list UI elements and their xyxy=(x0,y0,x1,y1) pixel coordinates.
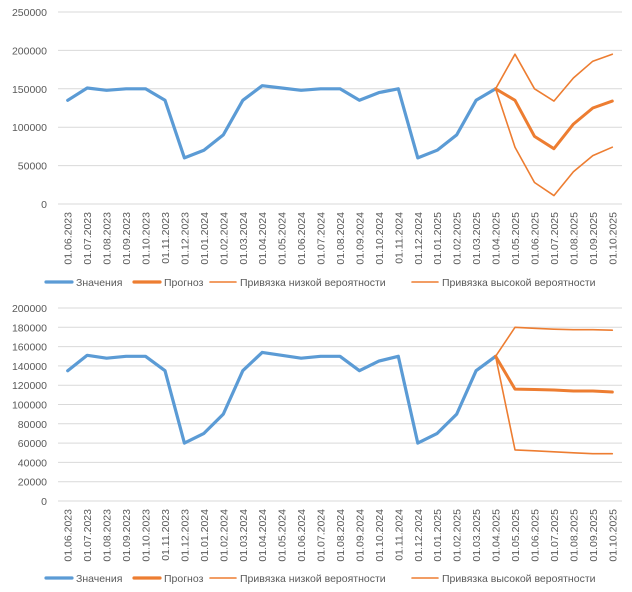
x-tick-label: 01.08.2025 xyxy=(568,212,580,265)
x-tick-label: 01.06.2023 xyxy=(63,212,75,265)
y-tick-label: 0 xyxy=(41,496,47,508)
x-tick-label: 01.04.2025 xyxy=(491,212,503,265)
y-tick-label: 180000 xyxy=(12,322,47,334)
x-tick-label: 01.09.2025 xyxy=(588,212,600,265)
legend-label: Значения xyxy=(76,573,122,585)
x-tick-label: 01.12.2023 xyxy=(179,212,191,265)
x-tick-label: 01.01.2025 xyxy=(432,212,444,265)
series-line-values xyxy=(68,86,496,158)
x-tick-label: 01.03.2025 xyxy=(471,509,483,562)
series-line-high xyxy=(496,327,613,356)
y-tick-label: 80000 xyxy=(18,419,47,431)
x-tick-label: 01.08.2024 xyxy=(335,509,347,562)
y-tick-label: 140000 xyxy=(12,361,47,373)
x-tick-label: 01.01.2024 xyxy=(199,509,211,562)
legend-label: Привязка высокой вероятности xyxy=(442,277,596,289)
x-tick-label: 01.06.2023 xyxy=(63,509,75,562)
y-tick-label: 60000 xyxy=(18,438,47,450)
x-tick-label: 01.09.2023 xyxy=(121,212,133,265)
x-tick-label: 01.04.2024 xyxy=(257,212,269,265)
legend-label: Прогноз xyxy=(164,277,204,289)
legend-label: Привязка низкой вероятности xyxy=(240,573,386,585)
x-tick-label: 01.03.2024 xyxy=(238,212,250,265)
x-tick-label: 01.07.2024 xyxy=(316,509,328,562)
x-tick-label: 01.06.2024 xyxy=(296,509,308,562)
x-tick-label: 01.02.2025 xyxy=(452,509,464,562)
x-tick-label: 01.07.2024 xyxy=(316,212,328,265)
x-tick-label: 01.03.2025 xyxy=(471,212,483,265)
x-tick-label: 01.08.2023 xyxy=(102,212,114,265)
x-tick-label: 01.06.2025 xyxy=(529,509,541,562)
legend-label: Прогноз xyxy=(164,573,204,585)
x-tick-label: 01.12.2024 xyxy=(413,212,425,265)
x-tick-label: 01.05.2024 xyxy=(277,509,289,562)
y-tick-label: 250000 xyxy=(12,7,47,19)
y-tick-label: 100000 xyxy=(12,122,47,134)
y-tick-label: 160000 xyxy=(12,342,47,354)
y-tick-label: 150000 xyxy=(12,84,47,96)
x-tick-label: 01.11.2024 xyxy=(393,509,405,561)
x-tick-label: 01.11.2023 xyxy=(160,212,172,264)
x-tick-label: 01.10.2025 xyxy=(607,509,619,562)
y-tick-label: 200000 xyxy=(12,303,47,315)
charts-canvas: 05000010000015000020000025000001.06.2023… xyxy=(0,0,632,592)
x-tick-label: 01.03.2024 xyxy=(238,509,250,562)
x-tick-label: 01.09.2024 xyxy=(354,509,366,562)
x-tick-label: 01.10.2023 xyxy=(141,509,153,562)
legend-label: Привязка высокой вероятности xyxy=(442,573,596,585)
x-tick-label: 01.07.2023 xyxy=(82,509,94,562)
chart-1: 0 50000 100000 150000 200000 250000 01.06.2023… xyxy=(12,7,622,289)
x-tick-label: 01.07.2025 xyxy=(549,212,561,265)
series-line-low xyxy=(496,89,613,196)
y-tick-label: 0 xyxy=(41,199,47,211)
x-tick-label: 01.11.2024 xyxy=(393,212,405,264)
x-tick-label: 01.04.2024 xyxy=(257,509,269,562)
x-tick-label: 01.09.2025 xyxy=(588,509,600,562)
series-line-forecast xyxy=(496,356,613,392)
y-tick-label: 50000 xyxy=(18,161,47,173)
y-tick-label: 20000 xyxy=(18,477,47,489)
x-tick-label: 01.10.2024 xyxy=(374,509,386,562)
x-tick-label: 01.08.2023 xyxy=(102,509,114,562)
x-tick-label: 01.10.2024 xyxy=(374,212,386,265)
x-tick-label: 01.11.2023 xyxy=(160,509,172,561)
y-tick-label: 100000 xyxy=(12,400,47,412)
y-tick-label: 120000 xyxy=(12,380,47,392)
x-tick-label: 01.01.2025 xyxy=(432,509,444,562)
x-tick-label: 01.10.2025 xyxy=(607,212,619,265)
x-tick-label: 01.08.2024 xyxy=(335,212,347,265)
x-tick-label: 01.09.2024 xyxy=(354,212,366,265)
x-tick-label: 01.12.2024 xyxy=(413,509,425,562)
x-tick-label: 01.05.2024 xyxy=(277,212,289,265)
x-tick-label: 01.07.2023 xyxy=(82,212,94,265)
x-tick-label: 01.10.2023 xyxy=(141,212,153,265)
chart-2: 0 20000 40000 60000 80000 100000 120000 140000 1… xyxy=(12,303,622,585)
y-tick-label: 200000 xyxy=(12,45,47,57)
x-tick-label: 01.04.2025 xyxy=(491,509,503,562)
series-line-high xyxy=(496,54,613,101)
x-tick-label: 01.01.2024 xyxy=(199,212,211,265)
x-tick-label: 01.07.2025 xyxy=(549,509,561,562)
x-tick-label: 01.09.2023 xyxy=(121,509,133,562)
x-tick-label: 01.06.2025 xyxy=(529,212,541,265)
x-tick-label: 01.05.2025 xyxy=(510,212,522,265)
x-tick-label: 01.08.2025 xyxy=(568,509,580,562)
x-tick-label: 01.02.2024 xyxy=(218,212,230,265)
x-tick-label: 01.02.2025 xyxy=(452,212,464,265)
x-tick-label: 01.02.2024 xyxy=(218,509,230,562)
x-tick-label: 01.12.2023 xyxy=(179,509,191,562)
legend-label: Привязка низкой вероятности xyxy=(240,277,386,289)
x-tick-label: 01.06.2024 xyxy=(296,212,308,265)
legend-label: Значения xyxy=(76,277,122,289)
x-tick-label: 01.05.2025 xyxy=(510,509,522,562)
y-tick-label: 40000 xyxy=(18,457,47,469)
